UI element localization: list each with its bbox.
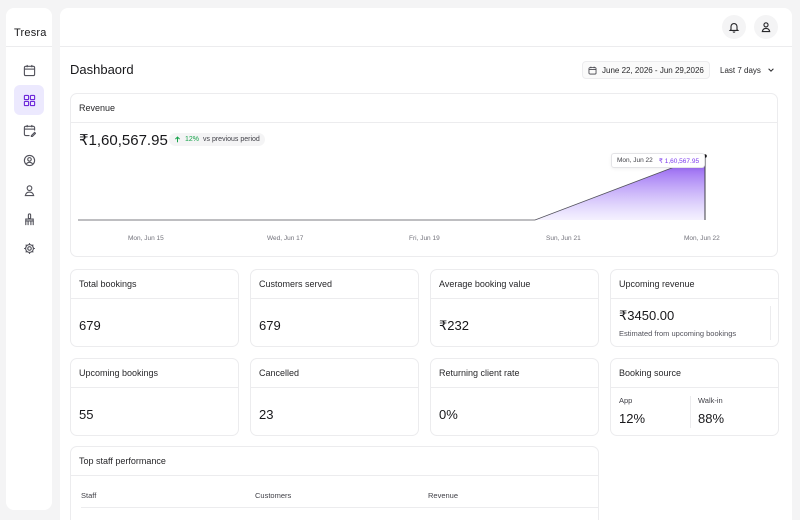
card-value: ₹3450.00 <box>619 308 675 323</box>
sidebar-divider <box>6 46 52 47</box>
revenue-amount: ₹1,60,567.95 <box>79 132 168 149</box>
x-tick-label: Fri, Jun 19 <box>409 235 440 242</box>
card-title: Cancelled <box>259 368 300 378</box>
page-title: Dashbaord <box>70 62 134 77</box>
total-bookings-card: Total bookings 679 <box>70 269 239 347</box>
revenue-change-value: 12% <box>185 136 200 143</box>
table-header-divider <box>81 507 598 508</box>
x-tick-label: Mon, Jun 22 <box>684 235 720 242</box>
x-tick-label: Sun, Jun 21 <box>546 235 581 242</box>
period-label: Last 7 days <box>720 65 761 75</box>
column-header-revenue[interactable]: Revenue <box>428 491 459 500</box>
bell-icon <box>728 23 740 33</box>
card-title: Upcoming bookings <box>79 368 159 378</box>
main-panel: Dashbaord June 22, 2026 - Jun 29,2026 La… <box>60 8 792 520</box>
card-subtitle: Estimated from upcoming bookings <box>619 329 737 338</box>
user-circle-icon <box>23 154 35 166</box>
brand-logo[interactable]: Tresra <box>14 27 47 39</box>
returning-client-rate-card: Returning client rate 0% <box>430 358 599 436</box>
card-value: 679 <box>259 318 281 333</box>
card-divider <box>611 387 778 388</box>
notifications-button[interactable] <box>722 15 746 39</box>
sidebar-item-dashboard[interactable] <box>14 85 44 115</box>
sidebar-item-clients[interactable] <box>14 145 44 175</box>
tooltip-amount: ₹ 1,60,567.95 <box>658 157 700 165</box>
card-divider <box>251 298 418 299</box>
date-range-picker[interactable]: June 22, 2026 - Jun 29,2026 <box>582 61 710 79</box>
source-app-label: App <box>619 396 633 405</box>
calendar-icon <box>588 66 597 74</box>
x-tick-label: Mon, Jun 15 <box>128 235 164 242</box>
x-tick-label: Wed, Jun 17 <box>267 235 304 242</box>
sidebar-item-staff[interactable] <box>14 175 44 205</box>
tooltip-date: Mon, Jun 22 <box>617 157 653 164</box>
card-divider <box>71 387 238 388</box>
sidebar-item-bookings[interactable] <box>14 115 44 145</box>
source-walkin-value: 88% <box>698 411 725 426</box>
revenue-chart <box>78 154 707 221</box>
calendar-edit-icon <box>23 124 36 137</box>
card-title: Top staff performance <box>79 456 166 466</box>
dashboard-grid-icon <box>23 94 35 106</box>
arrow-up-icon <box>175 136 180 143</box>
card-divider <box>431 387 598 388</box>
gear-icon <box>23 242 35 254</box>
source-walkin-label: Walk-in <box>698 396 723 405</box>
card-divider <box>611 298 778 299</box>
card-divider <box>251 387 418 388</box>
column-header-staff[interactable]: Staff <box>81 491 97 500</box>
upcoming-revenue-card: Upcoming revenue ₹3450.00 Estimated from… <box>610 269 779 347</box>
card-title: Total bookings <box>79 279 137 289</box>
card-title: Booking source <box>619 368 682 378</box>
card-divider-vertical <box>770 306 771 340</box>
source-app: App 12% <box>619 396 645 426</box>
source-walkin: Walk-in 88% <box>698 396 724 426</box>
chart-tooltip: Mon, Jun 22 ₹ 1,60,567.95 <box>611 153 706 168</box>
chevron-down-icon <box>768 68 774 72</box>
revenue-change-label: vs previous period <box>203 136 260 143</box>
source-divider <box>690 396 691 428</box>
sidebar-item-services[interactable] <box>14 204 44 234</box>
card-value: 679 <box>79 318 101 333</box>
customers-served-card: Customers served 679 <box>250 269 419 347</box>
date-range-label: June 22, 2026 - Jun 29,2026 <box>602 65 704 75</box>
column-header-customers[interactable]: Customers <box>255 491 292 500</box>
revenue-change-badge: 12% vs previous period <box>169 133 265 146</box>
card-divider <box>71 122 777 123</box>
avg-booking-value-card: Average booking value ₹232 <box>430 269 599 347</box>
profile-button[interactable] <box>754 15 778 39</box>
card-divider <box>431 298 598 299</box>
sidebar-item-settings[interactable] <box>14 233 44 263</box>
user-icon <box>24 184 34 196</box>
card-title: Returning client rate <box>439 368 520 378</box>
card-value: ₹232 <box>439 318 469 333</box>
booking-source-card: Booking source App 12% Walk-in 88% <box>610 358 779 436</box>
user-icon <box>761 22 771 33</box>
revenue-card: Revenue ₹1,60,567.95 12% vs previous per… <box>70 93 778 257</box>
card-title: Customers served <box>259 279 333 289</box>
source-app-value: 12% <box>619 411 646 426</box>
period-select[interactable]: Last 7 days <box>720 61 775 79</box>
card-title: Average booking value <box>439 279 531 289</box>
sidebar-item-calendar[interactable] <box>14 55 44 85</box>
card-title: Upcoming revenue <box>619 279 695 289</box>
cancelled-card: Cancelled 23 <box>250 358 419 436</box>
card-value: 0% <box>439 407 458 422</box>
card-divider <box>71 298 238 299</box>
top-staff-card: Top staff performance Staff Customers Re… <box>70 446 599 520</box>
upcoming-bookings-card: Upcoming bookings 55 <box>70 358 239 436</box>
topbar-divider <box>60 46 792 47</box>
calendar-icon <box>23 64 35 76</box>
card-divider <box>71 475 598 476</box>
brush-icon <box>24 212 34 225</box>
card-value: 23 <box>259 407 274 422</box>
sidebar: Tresra <box>6 8 52 510</box>
revenue-title: Revenue <box>79 103 116 113</box>
card-value: 55 <box>79 407 94 422</box>
